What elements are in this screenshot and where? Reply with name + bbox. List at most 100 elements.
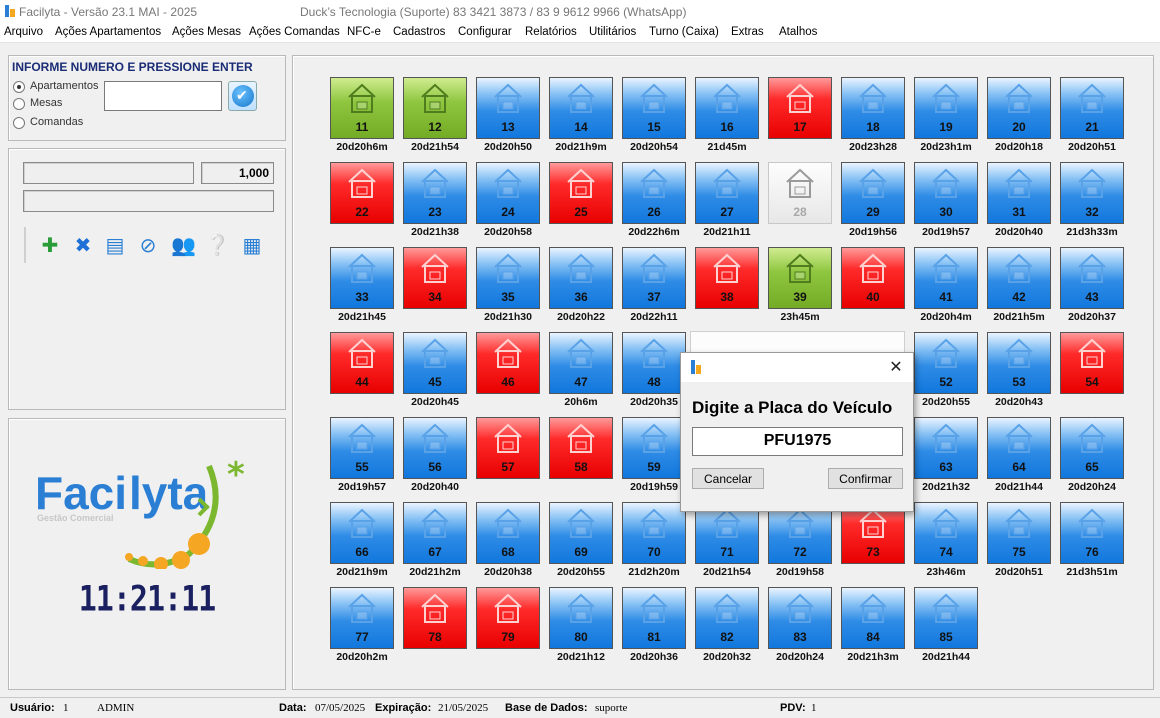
room-button[interactable]: 83 [768,587,832,649]
menu-extras[interactable]: Extras [731,26,764,38]
room-button[interactable]: 85 [914,587,978,649]
room-button[interactable]: 69 [549,502,613,564]
room-button[interactable]: 14 [549,77,613,139]
room-button[interactable]: 67 [403,502,467,564]
room-button[interactable]: 25 [549,162,613,224]
room-button[interactable]: 84 [841,587,905,649]
room-button[interactable]: 76 [1060,502,1124,564]
room-button[interactable]: 33 [330,247,394,309]
room-button[interactable]: 58 [549,417,613,479]
room-button[interactable]: 48 [622,332,686,394]
radio-comandas[interactable]: Comandas [13,116,103,130]
cancel-icon[interactable]: ⊘ [139,235,157,257]
room-button[interactable]: 17 [768,77,832,139]
confirm-number-button[interactable] [228,81,257,111]
room-button[interactable]: 35 [476,247,540,309]
quantity-field[interactable]: 1,000 [201,162,274,184]
room-button[interactable]: 32 [1060,162,1124,224]
add-item-icon[interactable]: ✚ [41,235,59,257]
room-button[interactable]: 65 [1060,417,1124,479]
room-button[interactable]: 40 [841,247,905,309]
room-button[interactable]: 41 [914,247,978,309]
room-button[interactable]: 66 [330,502,394,564]
number-input[interactable] [104,81,222,111]
room-button[interactable]: 13 [476,77,540,139]
close-icon[interactable]: ✕ [889,359,903,376]
room-button[interactable]: 75 [987,502,1051,564]
menu-cadastros[interactable]: Cadastros [393,26,446,38]
radio-mesas[interactable]: Mesas [13,97,103,111]
menu-atalhos[interactable]: Atalhos [779,26,818,38]
menu-utilitarios[interactable]: Utilitários [589,26,637,38]
room-button[interactable]: 47 [549,332,613,394]
room-button[interactable]: 45 [403,332,467,394]
room-button[interactable]: 57 [476,417,540,479]
room-button[interactable]: 29 [841,162,905,224]
users-icon[interactable]: 👥 [171,235,196,257]
room-button[interactable]: 30 [914,162,978,224]
room-button[interactable]: 46 [476,332,540,394]
room-button[interactable]: 26 [622,162,686,224]
radio-apartamentos[interactable]: Apartamentos [13,80,103,94]
radio-dot[interactable] [13,98,25,110]
room-button[interactable]: 80 [549,587,613,649]
menu-acoes-comandas[interactable]: Ações Comandas [249,26,340,38]
room-button[interactable]: 64 [987,417,1051,479]
room-button[interactable]: 63 [914,417,978,479]
menu-relatorios[interactable]: Relatórios [525,26,577,38]
room-button[interactable]: 56 [403,417,467,479]
room-button[interactable]: 79 [476,587,540,649]
room-button[interactable]: 19 [914,77,978,139]
room-button[interactable]: 68 [476,502,540,564]
room-button[interactable]: 34 [403,247,467,309]
room-button[interactable]: 70 [622,502,686,564]
confirm-button[interactable]: Confirmar [828,468,903,489]
room-button[interactable]: 12 [403,77,467,139]
room-button[interactable]: 18 [841,77,905,139]
room-button[interactable]: 52 [914,332,978,394]
room-button[interactable]: 73 [841,502,905,564]
room-button[interactable]: 11 [330,77,394,139]
menu-turno-caixa[interactable]: Turno (Caixa) [649,26,719,38]
description-field[interactable] [23,190,274,212]
room-button[interactable]: 53 [987,332,1051,394]
room-button[interactable]: 74 [914,502,978,564]
room-button[interactable]: 42 [987,247,1051,309]
menu-acoes-mesas[interactable]: Ações Mesas [172,26,242,38]
room-button[interactable]: 44 [330,332,394,394]
room-button[interactable]: 36 [549,247,613,309]
room-button[interactable]: 81 [622,587,686,649]
room-button[interactable]: 82 [695,587,759,649]
room-button[interactable]: 23 [403,162,467,224]
room-button[interactable]: 43 [1060,247,1124,309]
menu-arquivo[interactable]: Arquivo [4,26,43,38]
cash-register-icon[interactable]: ▦ [242,235,262,257]
menu-nfce[interactable]: NFC-e [347,26,381,38]
room-button[interactable]: 22 [330,162,394,224]
room-button[interactable]: 16 [695,77,759,139]
room-button[interactable]: 78 [403,587,467,649]
room-button[interactable]: 72 [768,502,832,564]
room-button[interactable]: 59 [622,417,686,479]
room-button[interactable]: 71 [695,502,759,564]
remove-item-icon[interactable]: ✖ [74,235,92,257]
room-button[interactable]: 39 [768,247,832,309]
room-button[interactable]: 20 [987,77,1051,139]
room-button[interactable]: 77 [330,587,394,649]
cancel-button[interactable]: Cancelar [692,468,764,489]
room-button[interactable]: 15 [622,77,686,139]
room-button[interactable]: 37 [622,247,686,309]
plate-input[interactable]: PFU1975 [692,427,903,456]
room-button[interactable]: 28 [768,162,832,224]
room-button[interactable]: 55 [330,417,394,479]
product-field[interactable] [23,162,194,184]
room-button[interactable]: 38 [695,247,759,309]
receipt-icon[interactable]: ▤ [105,235,125,257]
radio-dot[interactable] [13,117,25,129]
room-button[interactable]: 27 [695,162,759,224]
room-button[interactable]: 24 [476,162,540,224]
room-button[interactable]: 31 [987,162,1051,224]
menu-acoes-apartamentos[interactable]: Ações Apartamentos [55,26,162,38]
room-button[interactable]: 54 [1060,332,1124,394]
help-icon[interactable]: ❔ [205,235,230,257]
